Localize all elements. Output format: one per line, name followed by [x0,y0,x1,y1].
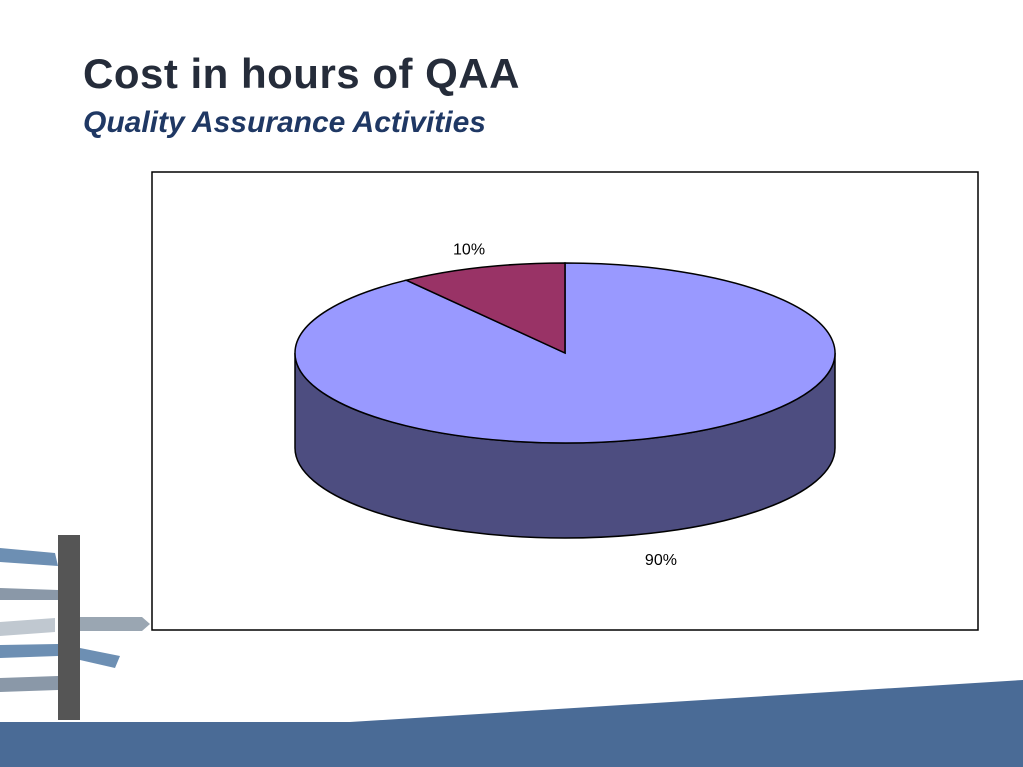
subtitle: Quality Assurance Activities [83,106,486,139]
pie-slice [404,262,566,355]
data-label: 10% [453,242,485,259]
signpost [0,535,150,720]
data-label: 90% [645,552,677,569]
title: Cost in hours of QAA [83,50,520,97]
footer-band [0,680,1023,767]
